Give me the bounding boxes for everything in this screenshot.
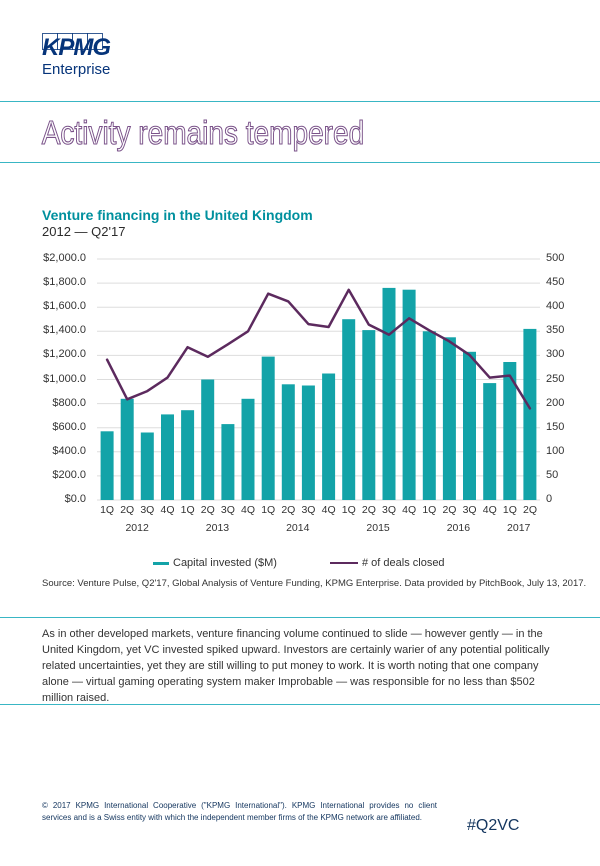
svg-text:Activity remains tempered: Activity remains tempered: [42, 115, 365, 152]
